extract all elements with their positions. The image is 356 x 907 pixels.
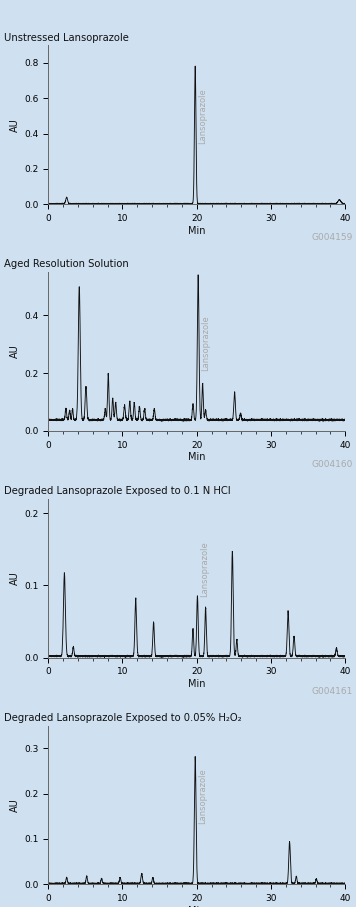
X-axis label: Min: Min [188,906,205,907]
X-axis label: Min: Min [188,226,205,236]
Text: Degraded Lansoprazole Exposed to 0.05% H₂O₂: Degraded Lansoprazole Exposed to 0.05% H… [4,713,241,723]
X-axis label: Min: Min [188,453,205,463]
Text: Lansoprazole: Lansoprazole [201,315,210,370]
Y-axis label: AU: AU [10,345,20,358]
Text: Lansoprazole: Lansoprazole [200,541,209,597]
Y-axis label: AU: AU [10,798,20,812]
Text: Lansoprazole: Lansoprazole [198,88,207,143]
X-axis label: Min: Min [188,679,205,689]
Text: G004161: G004161 [311,687,352,696]
Text: Aged Resolution Solution: Aged Resolution Solution [4,259,128,269]
Text: Lansoprazole: Lansoprazole [198,768,207,824]
Text: G004160: G004160 [311,460,352,469]
Text: Degraded Lansoprazole Exposed to 0.1 N HCl: Degraded Lansoprazole Exposed to 0.1 N H… [4,486,230,496]
Y-axis label: AU: AU [10,118,20,132]
Text: Unstressed Lansoprazole: Unstressed Lansoprazole [4,33,129,43]
Text: G004159: G004159 [311,233,352,242]
Y-axis label: AU: AU [10,571,20,585]
